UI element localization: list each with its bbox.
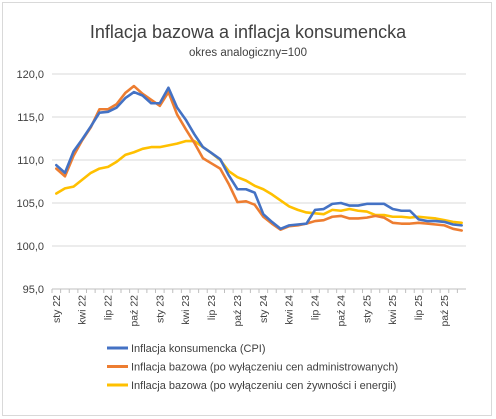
x-tick-label: kwi 25 bbox=[387, 295, 399, 325]
y-tick-label: 95,0 bbox=[23, 284, 44, 296]
legend-label: Inflacja bazowa (po wyłączeniu cen żywno… bbox=[131, 380, 396, 392]
y-tick-label: 100,0 bbox=[16, 241, 44, 253]
x-tick-label: paź 23 bbox=[232, 295, 244, 327]
series-lines bbox=[55, 84, 463, 232]
y-tick-label: 115,0 bbox=[17, 112, 44, 124]
chart-title: Inflacja bazowa a inflacja konsumencka bbox=[90, 22, 407, 42]
y-tick-label: 110,0 bbox=[17, 155, 44, 167]
y-tick-label: 105,0 bbox=[16, 198, 44, 210]
x-tick-label: kwi 22 bbox=[77, 295, 89, 325]
x-tick-label: paź 22 bbox=[128, 295, 140, 327]
chart-frame bbox=[2, 2, 492, 416]
x-tick-label: lip 24 bbox=[310, 295, 322, 320]
x-tick-label: sty 23 bbox=[154, 295, 166, 323]
x-tick-label: lip 25 bbox=[413, 295, 425, 320]
y-tick-label: 120,0 bbox=[16, 69, 44, 81]
x-tick-label: kwi 24 bbox=[284, 295, 296, 325]
x-tick-label: kwi 23 bbox=[180, 295, 192, 325]
x-tick-label: lip 23 bbox=[206, 295, 218, 320]
x-axis: sty 22 kwi 22 lip 22 paź 22 sty 23 kwi 23 lip … bbox=[51, 289, 458, 327]
chart-subtitle: okres analogiczny=100 bbox=[189, 47, 307, 59]
legend-label: Inflacja bazowa (po wyłączeniu cen admin… bbox=[131, 362, 398, 374]
x-tick-label: lip 22 bbox=[103, 295, 115, 320]
series-line-2 bbox=[55, 84, 463, 232]
y-axis: 95,0 100,0 105,0 110,0 115,0 120,0 bbox=[16, 69, 44, 296]
x-tick-label: sty 22 bbox=[51, 295, 63, 323]
series-line-3 bbox=[55, 139, 463, 225]
legend: Inflacja konsumencka (CPI) Inflacja bazow… bbox=[107, 343, 398, 392]
series-line-1 bbox=[55, 86, 463, 231]
x-tick-label: sty 24 bbox=[258, 295, 270, 323]
x-tick-label: paź 25 bbox=[439, 295, 451, 327]
legend-label: Inflacja konsumencka (CPI) bbox=[131, 343, 266, 355]
x-tick-label: sty 25 bbox=[361, 295, 373, 323]
x-tick-label: paź 24 bbox=[335, 295, 347, 327]
